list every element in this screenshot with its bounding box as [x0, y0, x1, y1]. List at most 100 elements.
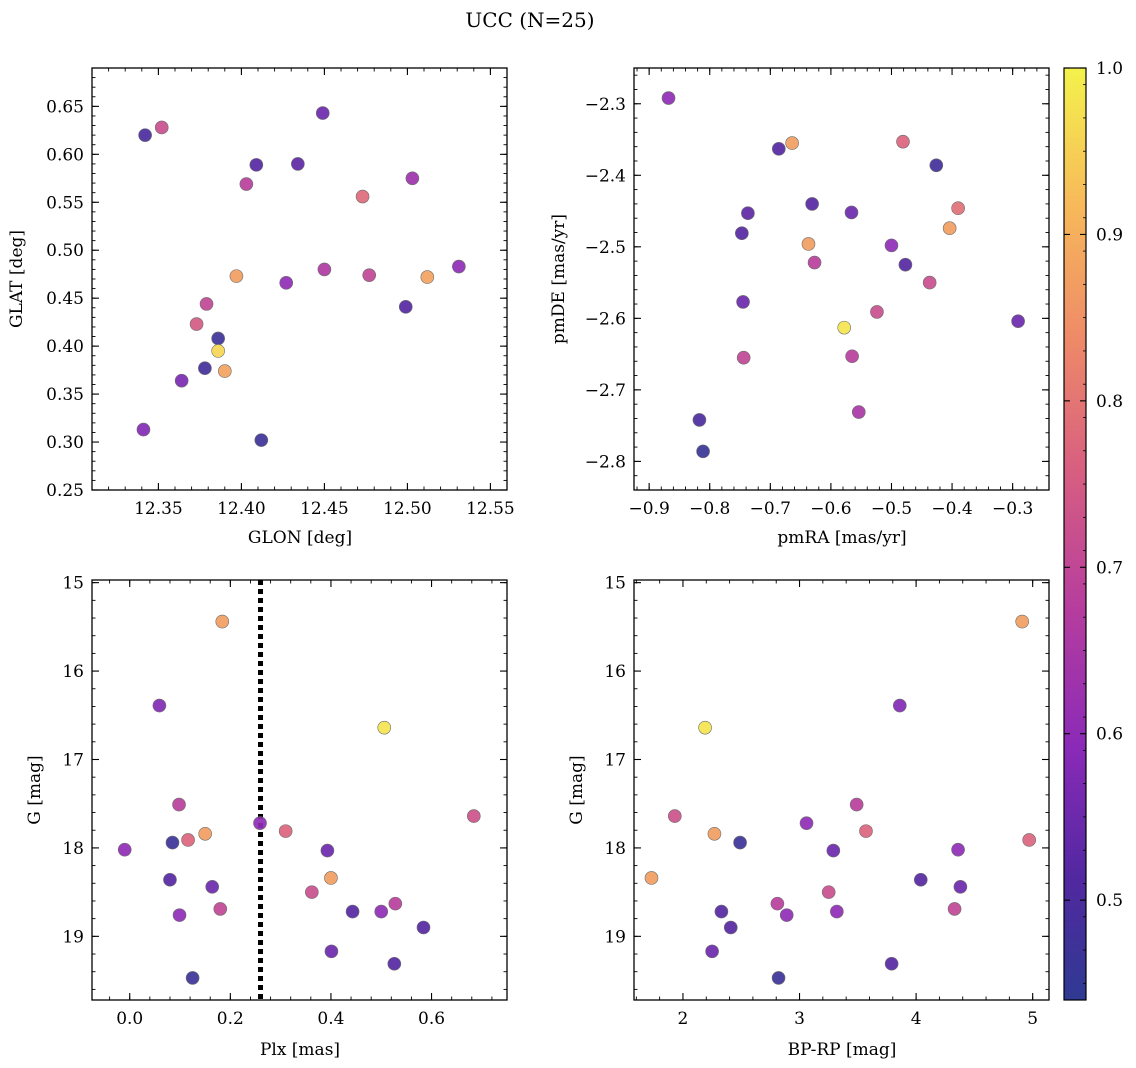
- data-point: [849, 797, 864, 812]
- colorbar: 0.5 0.6 0.7 0.8 0.9 1.0: [1063, 59, 1123, 1001]
- data-point: [942, 221, 957, 236]
- y-tick-label: 17: [604, 750, 626, 770]
- data-point: [741, 206, 755, 220]
- data-point: [805, 197, 819, 211]
- x-tick-label: 0.0: [116, 1009, 143, 1029]
- colorbar-tick-label: 0.8: [1096, 392, 1123, 412]
- data-point: [929, 158, 944, 173]
- x-axis-label: pmRA [mas/yr]: [777, 528, 906, 548]
- data-point: [771, 971, 786, 985]
- data-point: [884, 238, 899, 253]
- data-point: [668, 809, 682, 823]
- y-tick-label: 0.25: [46, 481, 84, 501]
- x-tick-label: 0.2: [217, 1009, 244, 1029]
- y-tick-label: 18: [604, 839, 626, 859]
- y-tick-label: 19: [604, 927, 626, 947]
- y-axis-label: G [mag]: [567, 755, 587, 824]
- y-tick-label: 0.50: [46, 241, 84, 261]
- data-point: [355, 189, 370, 204]
- data-point: [845, 349, 859, 364]
- data-point: [821, 885, 836, 899]
- data-point: [696, 444, 710, 459]
- panel-glon-glat: GLON [deg] GLAT [deg] 12.35 12.40 12.45 12.…: [7, 67, 515, 548]
- y-tick-label: 15: [62, 574, 84, 594]
- data-point: [398, 300, 413, 314]
- data-point: [405, 171, 420, 186]
- data-point: [211, 344, 225, 358]
- data-point: [807, 255, 822, 270]
- panel-pmra-pmde: pmRA [mas/yr] pmDE [mas/yr] −0.9 −0.8 −0.7…: [549, 67, 1050, 548]
- data-point: [279, 276, 294, 290]
- x-tick-label: 2: [678, 1009, 689, 1029]
- data-point: [152, 698, 167, 713]
- y-tick-label: −2.7: [585, 381, 626, 401]
- colorbar-tick-label: 0.5: [1096, 891, 1123, 911]
- data-point: [830, 904, 844, 919]
- data-point: [198, 361, 212, 375]
- data-point: [324, 944, 339, 959]
- data-point: [452, 259, 466, 274]
- x-tick-label: −0.6: [810, 499, 851, 519]
- x-tick-label: 12.35: [134, 499, 183, 519]
- data-point: [953, 880, 968, 894]
- data-point: [154, 120, 169, 135]
- data-point: [770, 896, 785, 911]
- data-point: [799, 816, 814, 830]
- y-tick-label: 15: [604, 574, 626, 594]
- panel-plx-g: Plx [mas] G [mag] 0.0 0.2 0.4 0.6 15 16 17 18 19: [25, 574, 508, 1060]
- data-point: [377, 720, 392, 735]
- data-point: [1011, 314, 1025, 329]
- data-point: [387, 956, 402, 971]
- colorbar-tick-label: 0.6: [1096, 725, 1123, 745]
- data-point: [844, 205, 859, 220]
- data-point: [714, 904, 729, 919]
- x-tick-label: −0.8: [689, 499, 730, 519]
- colorbar-tick-label: 0.7: [1096, 558, 1123, 578]
- axes-frame: [91, 67, 508, 491]
- data-point: [420, 270, 435, 284]
- data-point: [892, 698, 907, 713]
- axes-frame: [91, 579, 508, 1001]
- y-tick-label: −2.5: [585, 238, 626, 258]
- x-axis-label: GLON [deg]: [248, 528, 352, 548]
- x-axis-label: BP-RP [mag]: [788, 1040, 897, 1060]
- data-point: [249, 158, 264, 172]
- figure-title: UCC (N=25): [465, 8, 594, 32]
- x-tick-label: 12.45: [300, 499, 349, 519]
- data-point: [801, 237, 816, 251]
- x-tick-label: 0.6: [418, 1009, 445, 1029]
- data-point: [117, 842, 132, 857]
- colorbar-tick-label: 0.9: [1096, 225, 1123, 245]
- x-tick-label: 3: [794, 1009, 805, 1029]
- y-tick-label: 16: [62, 662, 84, 682]
- data-point: [913, 872, 928, 887]
- data-point: [735, 226, 749, 241]
- data-point: [1022, 833, 1036, 847]
- x-tick-label: 4: [911, 1009, 922, 1029]
- y-tick-label: 0.45: [46, 289, 84, 309]
- x-tick-label: −0.5: [871, 499, 912, 519]
- data-point: [136, 422, 151, 437]
- y-axis-label: G [mag]: [25, 755, 45, 824]
- x-tick-label: −0.4: [931, 499, 972, 519]
- data-point: [291, 157, 305, 171]
- data-point: [859, 824, 873, 838]
- data-point: [736, 350, 751, 365]
- y-tick-label: −2.8: [585, 452, 626, 472]
- y-tick-label: 0.55: [46, 193, 84, 213]
- data-point: [779, 908, 794, 922]
- data-point: [416, 920, 431, 935]
- data-point: [466, 809, 481, 823]
- y-axis-label: pmDE [mas/yr]: [549, 214, 569, 344]
- data-point: [315, 106, 330, 120]
- data-point: [374, 904, 389, 919]
- data-point: [951, 842, 965, 857]
- data-point: [198, 826, 212, 841]
- data-point: [947, 902, 962, 916]
- data-point: [707, 826, 722, 841]
- data-point: [185, 971, 200, 985]
- colorbar-gradient: [1063, 67, 1087, 1001]
- data-point: [851, 405, 866, 419]
- x-tick-label: 12.40: [217, 499, 266, 519]
